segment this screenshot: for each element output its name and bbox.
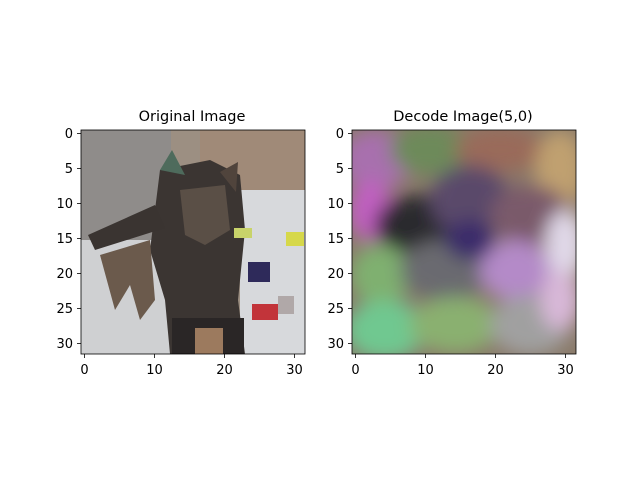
y-tick-label: 5 [65, 162, 73, 177]
x-tick-label: 20 [487, 363, 504, 378]
panel-title: Original Image [139, 109, 246, 125]
x-tick-label: 10 [417, 363, 434, 378]
y-tick-label: 0 [65, 127, 73, 142]
y-tick-label: 30 [327, 337, 344, 352]
panel-original: Original Image [56, 109, 306, 378]
y-tick-label: 15 [327, 232, 344, 247]
x-tick-label: 10 [146, 363, 163, 378]
x-tick-label: 0 [351, 363, 359, 378]
x-tick-label: 30 [286, 363, 303, 378]
panel-title: Decode Image(5,0) [393, 109, 532, 125]
y-tick-label: 5 [336, 162, 344, 177]
y-axis: 0 5 10 15 20 25 30 [56, 127, 81, 352]
y-tick-label: 10 [327, 197, 344, 212]
y-tick-label: 20 [327, 267, 344, 282]
x-axis: 0 10 20 30 [351, 354, 574, 378]
x-tick-label: 0 [80, 363, 88, 378]
y-tick-label: 0 [336, 127, 344, 142]
decoded-image [351, 129, 577, 355]
y-axis: 0 5 10 15 20 25 30 [327, 127, 352, 352]
y-tick-label: 30 [56, 337, 73, 352]
y-tick-label: 10 [56, 197, 73, 212]
panel-decoded: Decode Image(5,0) [327, 109, 577, 378]
y-tick-label: 15 [56, 232, 73, 247]
y-tick-label: 20 [56, 267, 73, 282]
y-tick-label: 25 [327, 302, 344, 317]
x-tick-label: 20 [216, 363, 233, 378]
x-axis: 0 10 20 30 [80, 354, 303, 378]
original-image [80, 129, 306, 355]
x-tick-label: 30 [557, 363, 574, 378]
y-tick-label: 25 [56, 302, 73, 317]
